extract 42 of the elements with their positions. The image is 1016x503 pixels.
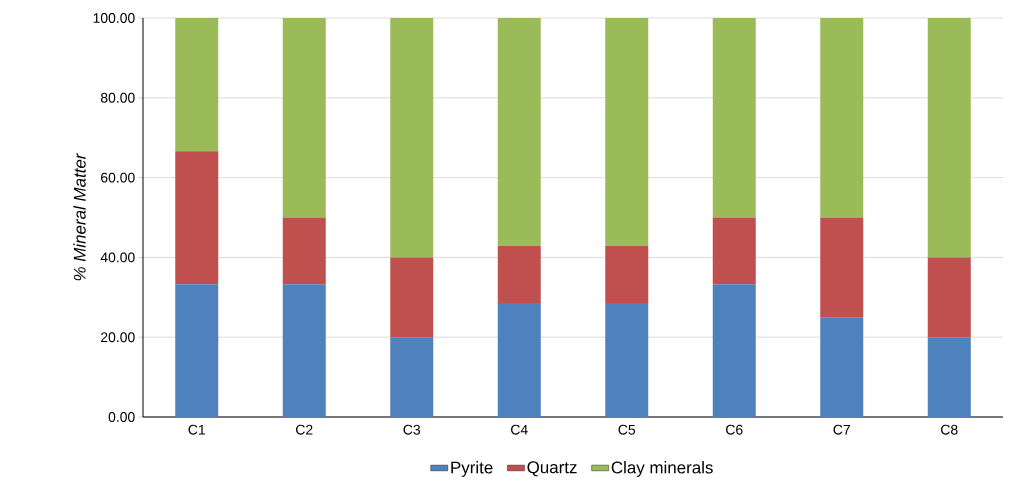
bar — [390, 257, 434, 338]
x-tick-label: C3 — [403, 424, 421, 435]
bar — [497, 245, 541, 303]
x-tick-label: C6 — [726, 424, 743, 435]
bar — [927, 257, 971, 338]
x-tick-label: C8 — [941, 424, 958, 435]
x-tick-label: C1 — [188, 424, 205, 435]
bar — [175, 151, 219, 285]
legend-label: Clay minerals — [611, 461, 713, 477]
y-tick-label: 20.00 — [101, 332, 135, 343]
y-tick-label: 0.00 — [108, 412, 135, 422]
bar — [282, 217, 326, 285]
bar — [927, 18, 971, 258]
y-tick-label: 40.00 — [100, 252, 135, 263]
bar — [927, 337, 971, 417]
x-tick-label: C5 — [618, 424, 636, 435]
bar — [820, 217, 864, 318]
x-tick-label: C2 — [296, 424, 313, 435]
bar — [712, 18, 756, 218]
bar — [820, 18, 864, 218]
y-tick-label: 100.00 — [93, 13, 135, 23]
legend-label: Pyrite — [451, 461, 493, 477]
legend-label: Quartz — [527, 461, 577, 477]
bar — [390, 18, 434, 258]
bar — [390, 337, 434, 417]
x-tick-label: C4 — [511, 424, 528, 435]
bar — [175, 18, 219, 152]
bar — [712, 284, 756, 417]
bar — [605, 18, 649, 246]
y-tick-label: 60.00 — [101, 172, 135, 183]
bar — [282, 284, 326, 417]
bar — [282, 18, 326, 218]
bar — [605, 245, 649, 303]
bar — [175, 284, 219, 417]
bar — [497, 18, 541, 246]
bar — [712, 217, 756, 285]
bar — [605, 302, 649, 417]
bar — [820, 317, 864, 417]
y-tick-label: 80.00 — [100, 92, 135, 103]
bar — [497, 302, 541, 417]
y-axis-title: % Mineral Matter — [73, 152, 86, 281]
x-tick-label: C7 — [833, 424, 850, 435]
